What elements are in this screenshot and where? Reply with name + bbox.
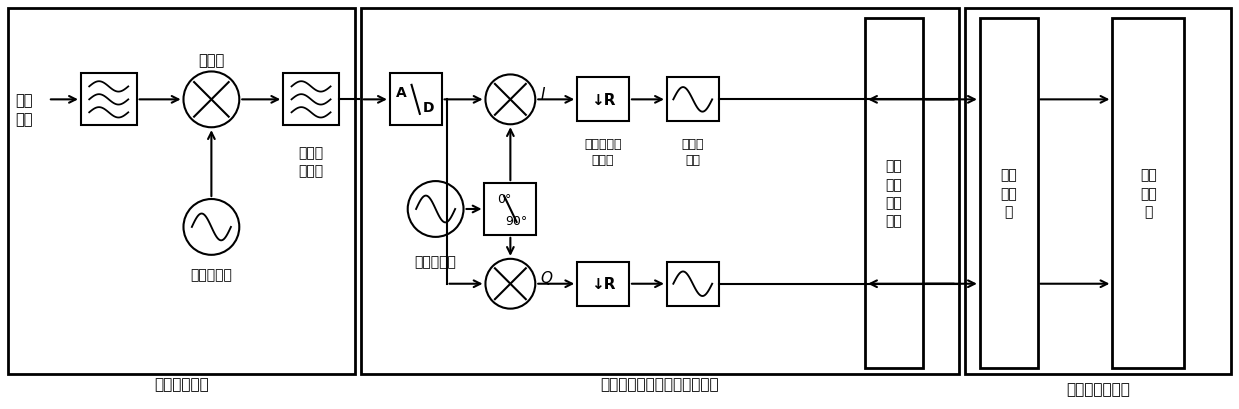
Text: I: I xyxy=(540,87,545,101)
Bar xyxy=(965,9,1230,375)
Text: A: A xyxy=(396,85,408,99)
Text: 快速
僅氏
变换
单元: 快速 僅氏 变换 单元 xyxy=(886,159,902,228)
Text: 低通滤
波器: 低通滤 波器 xyxy=(681,137,704,166)
Text: 输入
信号: 输入 信号 xyxy=(15,93,32,127)
Text: ↓R: ↓R xyxy=(591,276,616,292)
Text: 信号速率变
换单元: 信号速率变 换单元 xyxy=(585,137,622,166)
Bar xyxy=(980,18,1037,369)
Text: 混频器: 混频器 xyxy=(198,53,224,68)
Text: 数控振荡器: 数控振荡器 xyxy=(415,254,456,268)
Bar xyxy=(865,18,923,369)
Text: Q: Q xyxy=(540,271,553,285)
Text: 随机
存储
器: 随机 存储 器 xyxy=(1140,168,1156,219)
Text: 映射和记录单元: 映射和记录单元 xyxy=(1066,381,1130,396)
Circle shape xyxy=(486,259,535,309)
Text: ↓R: ↓R xyxy=(591,92,616,108)
Bar xyxy=(577,262,629,306)
Circle shape xyxy=(486,75,535,125)
Circle shape xyxy=(183,200,239,255)
Bar xyxy=(577,78,629,122)
Bar xyxy=(9,9,354,375)
Bar xyxy=(667,78,719,122)
Bar xyxy=(667,262,719,306)
Text: 本机振荡器: 本机振荡器 xyxy=(191,267,233,281)
Circle shape xyxy=(408,182,463,237)
Bar xyxy=(484,184,536,235)
Text: 抗混叠
滤波器: 抗混叠 滤波器 xyxy=(299,146,323,178)
Bar xyxy=(390,74,441,126)
Bar xyxy=(1113,18,1184,369)
Text: 映射
子单
元: 映射 子单 元 xyxy=(1000,168,1017,219)
Bar xyxy=(81,74,136,126)
Text: D: D xyxy=(422,101,435,115)
Text: 数字中频信号捕获和分析模块: 数字中频信号捕获和分析模块 xyxy=(601,376,719,391)
Text: 超外差接收机: 超外差接收机 xyxy=(154,376,209,391)
Bar xyxy=(284,74,339,126)
Text: 90°: 90° xyxy=(506,214,528,227)
Bar xyxy=(361,9,959,375)
Text: 0°: 0° xyxy=(497,193,512,206)
Circle shape xyxy=(183,72,239,128)
